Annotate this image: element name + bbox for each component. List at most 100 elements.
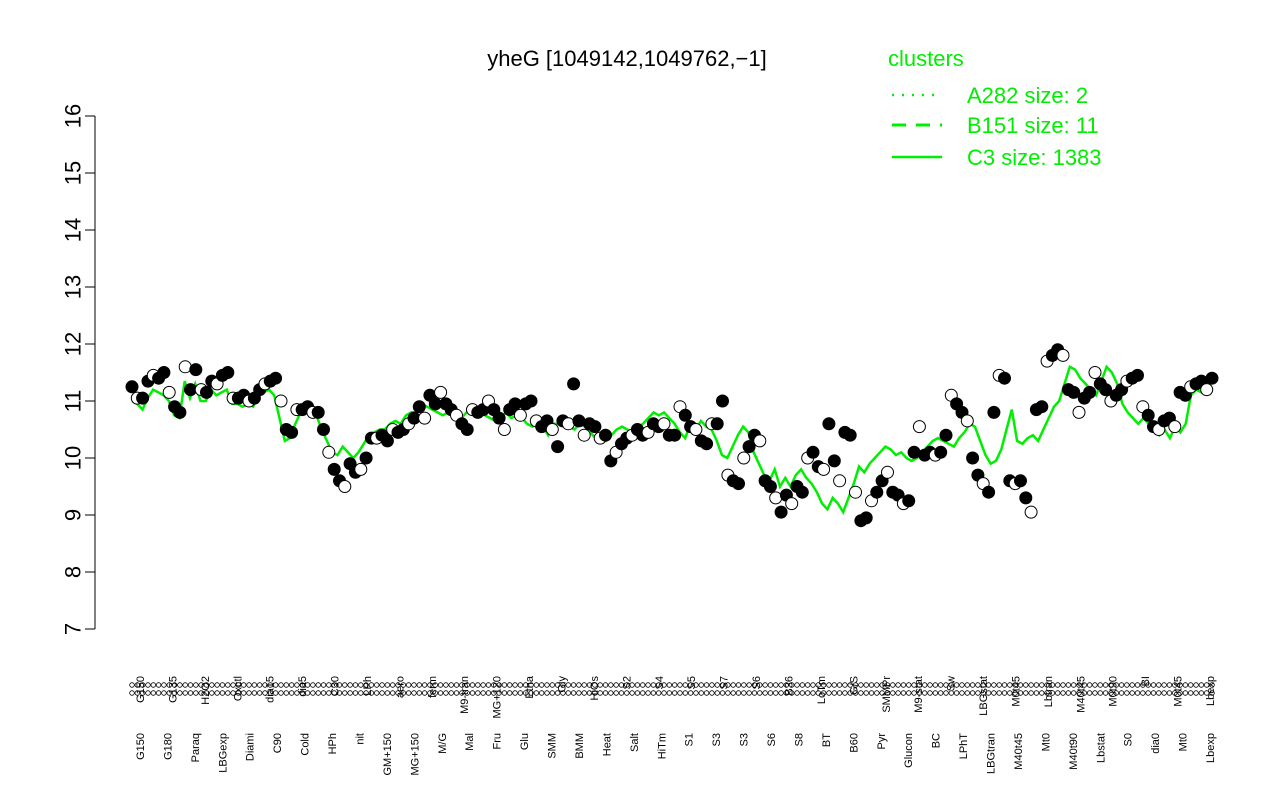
x-marker <box>384 682 391 688</box>
x-marker <box>358 690 364 696</box>
x-marker <box>810 682 816 688</box>
x-marker <box>1017 690 1024 696</box>
x-marker <box>890 682 896 688</box>
x-marker <box>374 690 380 696</box>
x-marker <box>256 690 263 696</box>
x-marker <box>1108 682 1114 688</box>
data-point <box>359 451 373 465</box>
x-tick-label-bottom: Diami <box>245 733 257 761</box>
x-marker <box>916 690 923 696</box>
x-marker <box>219 690 226 696</box>
x-marker <box>725 682 731 688</box>
x-marker <box>427 690 433 696</box>
x-marker <box>666 682 673 688</box>
x-marker <box>1065 690 1072 696</box>
x-marker <box>953 690 960 696</box>
data-point <box>460 423 474 436</box>
x-marker <box>815 690 822 696</box>
x-tick-label-bottom: MG+150 <box>409 733 421 776</box>
x-marker <box>1124 690 1130 696</box>
x-marker <box>820 682 827 688</box>
x-tick-label-bottom: G150 <box>135 733 147 760</box>
data-point <box>380 434 394 448</box>
x-marker <box>374 682 380 688</box>
x-marker <box>267 682 274 688</box>
x-marker <box>890 690 896 696</box>
x-tick-label-bottom: Glu <box>519 733 531 750</box>
x-marker <box>1097 690 1103 696</box>
data-point <box>567 377 581 391</box>
x-marker <box>969 682 976 688</box>
x-marker <box>581 682 587 688</box>
x-marker <box>533 682 540 688</box>
x-marker <box>794 682 800 688</box>
data-point <box>833 474 847 488</box>
x-marker <box>852 690 859 696</box>
data-point <box>269 371 283 385</box>
x-marker <box>363 682 369 688</box>
data-point <box>982 485 996 499</box>
x-marker <box>804 690 811 696</box>
x-marker <box>980 682 986 688</box>
x-marker <box>299 682 305 688</box>
x-marker <box>432 682 438 688</box>
data-point <box>769 491 783 505</box>
x-marker <box>1086 690 1093 696</box>
data-point <box>418 411 432 425</box>
x-marker <box>746 690 752 696</box>
x-marker <box>496 690 502 696</box>
x-tick-label-bottom: C90 <box>272 733 284 753</box>
x-marker <box>1092 682 1098 688</box>
x-marker <box>693 690 699 696</box>
x-marker <box>1166 690 1173 696</box>
y-axis: 7 8 9 10 11 12 13 14 15 16 <box>61 104 96 635</box>
x-marker <box>879 682 885 688</box>
x-marker <box>927 682 933 688</box>
x-marker <box>645 690 651 696</box>
x-marker <box>762 690 768 696</box>
x-marker <box>1182 690 1189 696</box>
x-marker <box>533 690 540 696</box>
x-marker <box>842 682 848 688</box>
x-marker <box>650 690 657 696</box>
x-marker <box>624 682 630 688</box>
x-marker <box>932 682 939 688</box>
x-marker <box>443 690 449 696</box>
x-marker <box>1023 682 1029 688</box>
x-marker <box>411 690 417 696</box>
x-marker <box>597 682 603 688</box>
x-marker <box>464 682 470 688</box>
x-marker <box>863 682 869 688</box>
x-tick-label-bottom: G180 <box>162 733 174 760</box>
data-point <box>513 408 527 422</box>
data-point <box>524 394 538 408</box>
y-tick-label: 15 <box>61 161 86 185</box>
x-tick-label-bottom: M40t90 <box>1068 733 1080 770</box>
x-marker <box>895 690 901 696</box>
x-marker <box>304 690 311 696</box>
x-marker <box>1209 682 1215 688</box>
x-marker <box>831 682 837 688</box>
data-point <box>125 380 139 394</box>
data-point <box>497 423 511 436</box>
x-marker <box>948 682 955 688</box>
x-marker <box>1001 682 1008 688</box>
x-marker <box>1108 690 1114 696</box>
data-point <box>1131 368 1144 382</box>
x-marker <box>581 690 587 696</box>
x-marker <box>863 690 869 696</box>
x-tick-label-bottom: M40t45 <box>1013 733 1025 770</box>
x-tick-label-bottom: LBGexp <box>217 733 229 773</box>
x-marker <box>1102 682 1109 688</box>
x-marker <box>900 690 907 696</box>
x-marker <box>283 690 289 696</box>
x-marker <box>687 682 694 688</box>
x-tick-label-top: LoTm <box>816 676 828 704</box>
data-point <box>178 360 192 374</box>
x-marker <box>1166 682 1173 688</box>
x-tick-label-top: M9-stat <box>913 676 925 713</box>
x-marker <box>661 690 667 696</box>
x-marker <box>751 682 758 688</box>
x-marker <box>964 682 970 688</box>
x-marker <box>283 682 289 688</box>
